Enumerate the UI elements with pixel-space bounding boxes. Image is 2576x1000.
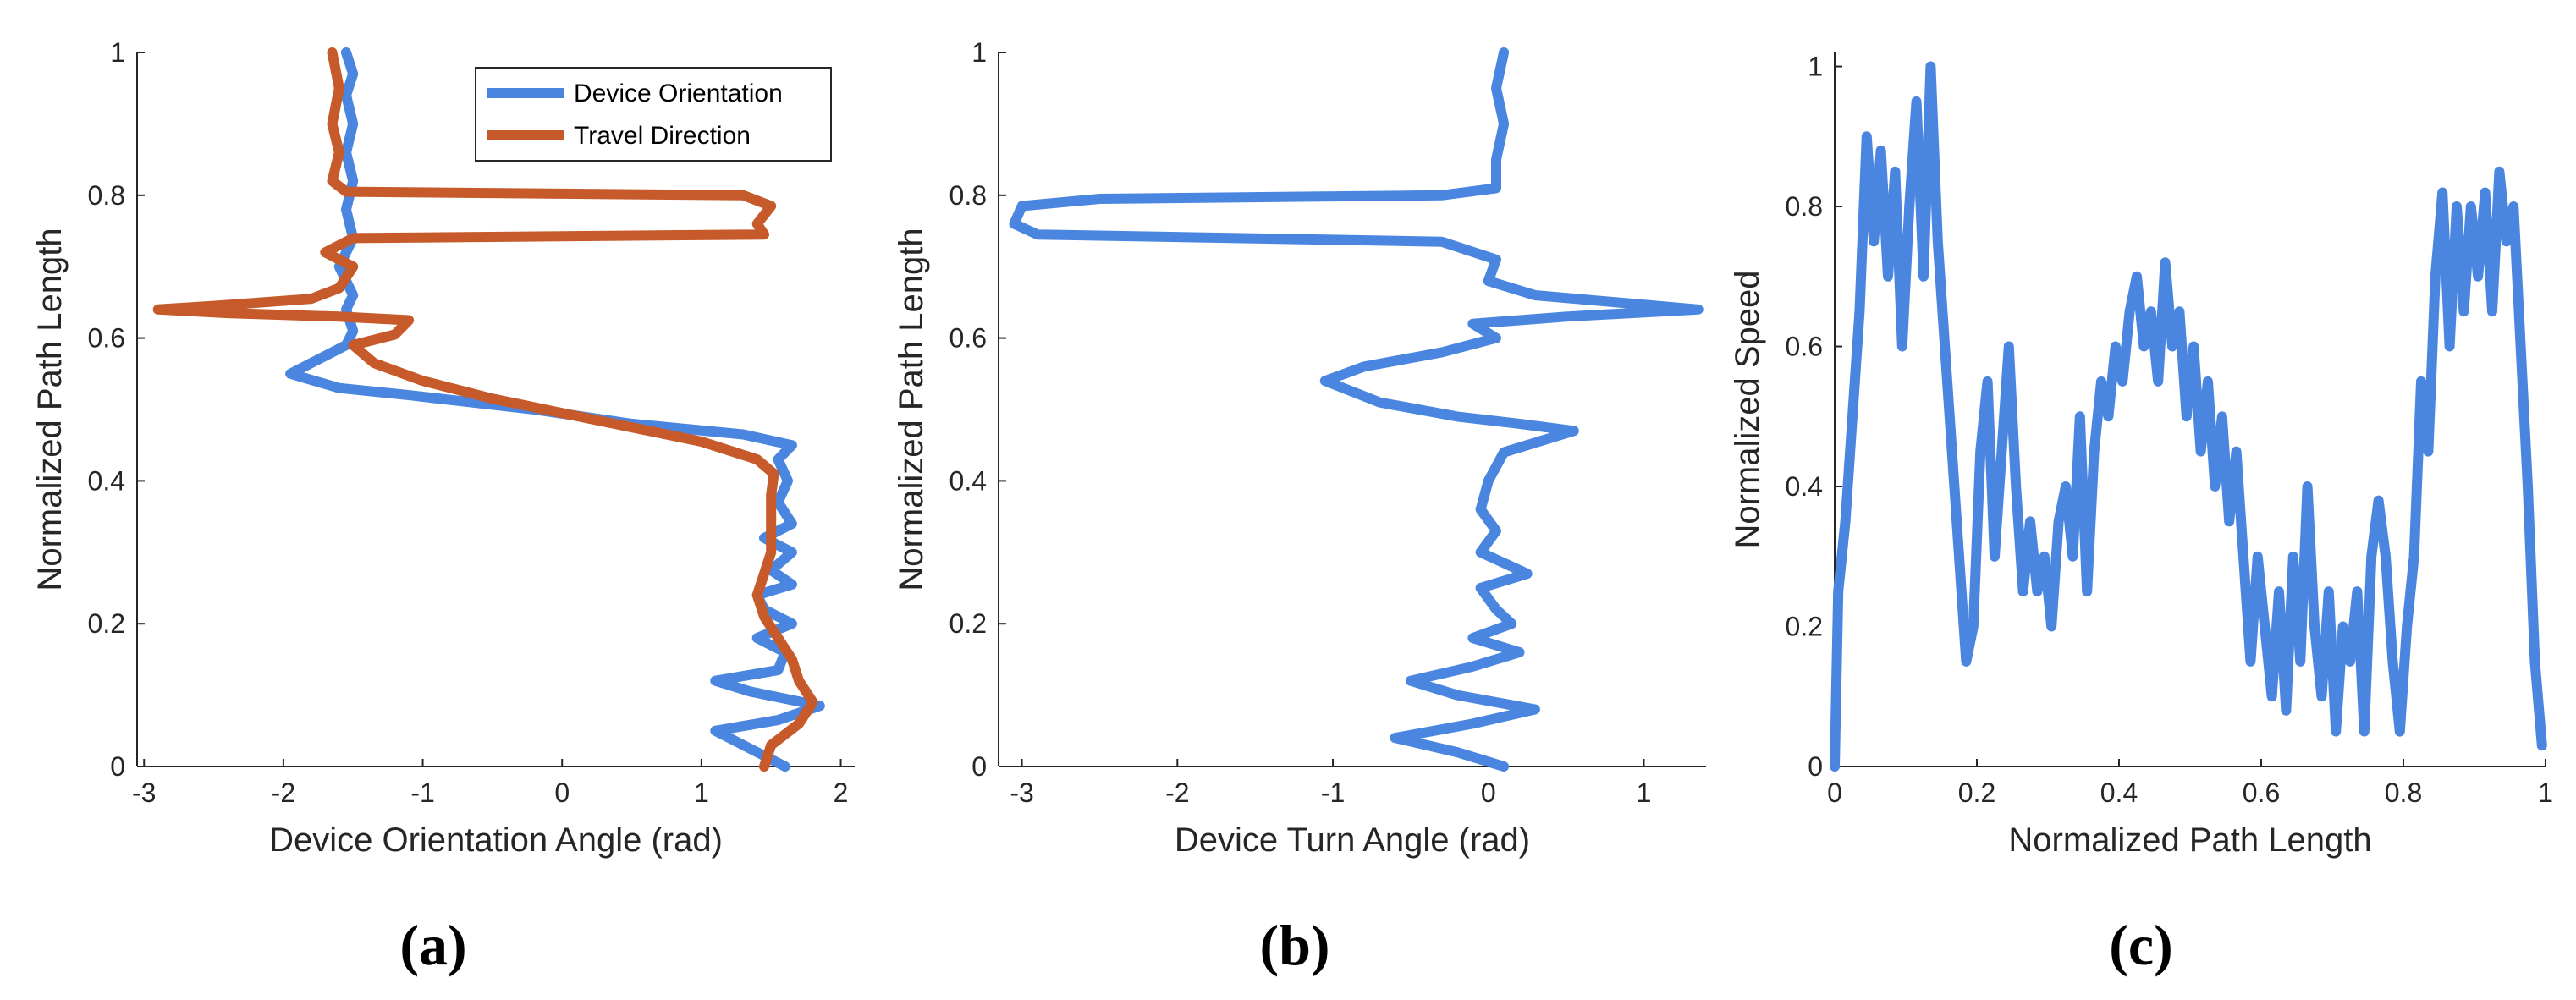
x-tick-label: 1 bbox=[1637, 777, 1652, 808]
y-tick-label: 0.8 bbox=[1786, 191, 1823, 222]
x-axis-label: Device Turn Angle (rad) bbox=[1175, 821, 1530, 859]
legend-box bbox=[475, 67, 832, 162]
x-axis-label: Device Orientation Angle (rad) bbox=[269, 821, 723, 859]
x-tick-label: -1 bbox=[410, 777, 434, 808]
x-tick-label: 0 bbox=[554, 777, 570, 808]
x-tick-label: 1 bbox=[694, 777, 709, 808]
y-tick-label: 0.6 bbox=[949, 323, 987, 354]
x-tick-label: 0.8 bbox=[2385, 777, 2422, 808]
y-tick-label: 0.8 bbox=[88, 180, 125, 211]
panel-b: -3 -2 -1 0 1 0 0.2 0.4 0.6 0.8 1 Device Turn Angle … bbox=[893, 37, 1706, 977]
y-tick-label: 0 bbox=[1808, 751, 1823, 782]
x-tick-label: -3 bbox=[1010, 777, 1033, 808]
x-tick-label: 0.2 bbox=[1958, 777, 1995, 808]
x-tick-label: -2 bbox=[272, 777, 295, 808]
x-tick-label: 0.6 bbox=[2243, 777, 2280, 808]
y-tick-label: 0 bbox=[110, 751, 125, 782]
legend-entry: Device Orientation bbox=[574, 80, 783, 107]
x-tick-label: 0.4 bbox=[2100, 777, 2138, 808]
y-tick-label: 0.6 bbox=[1786, 332, 1823, 362]
y-tick-label: 0.4 bbox=[949, 465, 987, 496]
x-tick-label: -3 bbox=[132, 777, 156, 808]
y-tick-label: 1 bbox=[1808, 52, 1823, 82]
panel-caption: (c) bbox=[2109, 913, 2172, 977]
y-axis-label: Normalized Path Length bbox=[31, 228, 69, 591]
y-axis-label: Normalized Path Length bbox=[893, 228, 930, 591]
y-tick-label: 0 bbox=[972, 751, 987, 782]
x-tick-label: 2 bbox=[834, 777, 849, 808]
y-tick-label: 0.2 bbox=[1786, 612, 1823, 642]
x-tick-label: -1 bbox=[1321, 777, 1345, 808]
series-line-travel-direction bbox=[152, 47, 818, 772]
legend: Device Orientation Travel Direction bbox=[475, 67, 832, 162]
y-tick-label: 1 bbox=[110, 37, 125, 68]
legend-entry: Travel Direction bbox=[574, 122, 751, 150]
x-tick-label: 0 bbox=[1827, 777, 1842, 808]
x-tick-label: 0 bbox=[1481, 777, 1496, 808]
panel-a: -3 -2 -1 0 1 2 0 0.2 0.4 0.6 0.8 1 Device Orientatio… bbox=[31, 37, 855, 977]
y-tick-label: 0.2 bbox=[949, 608, 987, 639]
panel-caption: (a) bbox=[399, 913, 466, 977]
series-line-normalized-speed bbox=[1830, 61, 2547, 772]
y-tick-label: 0.8 bbox=[949, 180, 987, 211]
panel-caption: (b) bbox=[1259, 913, 1329, 977]
panel-c: 0 0.2 0.4 0.6 0.8 1 0 0.2 0.4 0.6 0.8 1 Normalized P… bbox=[1729, 52, 2553, 977]
y-tick-label: 0.4 bbox=[88, 465, 125, 496]
series-line-device-turn-angle bbox=[1009, 47, 1704, 772]
y-tick-label: 0.4 bbox=[1786, 471, 1823, 502]
y-tick-label: 0.6 bbox=[88, 323, 125, 354]
y-tick-label: 0.2 bbox=[88, 608, 125, 639]
y-tick-label: 1 bbox=[972, 37, 987, 68]
x-tick-label: 1 bbox=[2538, 777, 2553, 808]
y-axis-label: Normalized Speed bbox=[1729, 270, 1766, 548]
x-axis-label: Normalized Path Length bbox=[2008, 821, 2371, 859]
x-tick-label: -2 bbox=[1165, 777, 1189, 808]
